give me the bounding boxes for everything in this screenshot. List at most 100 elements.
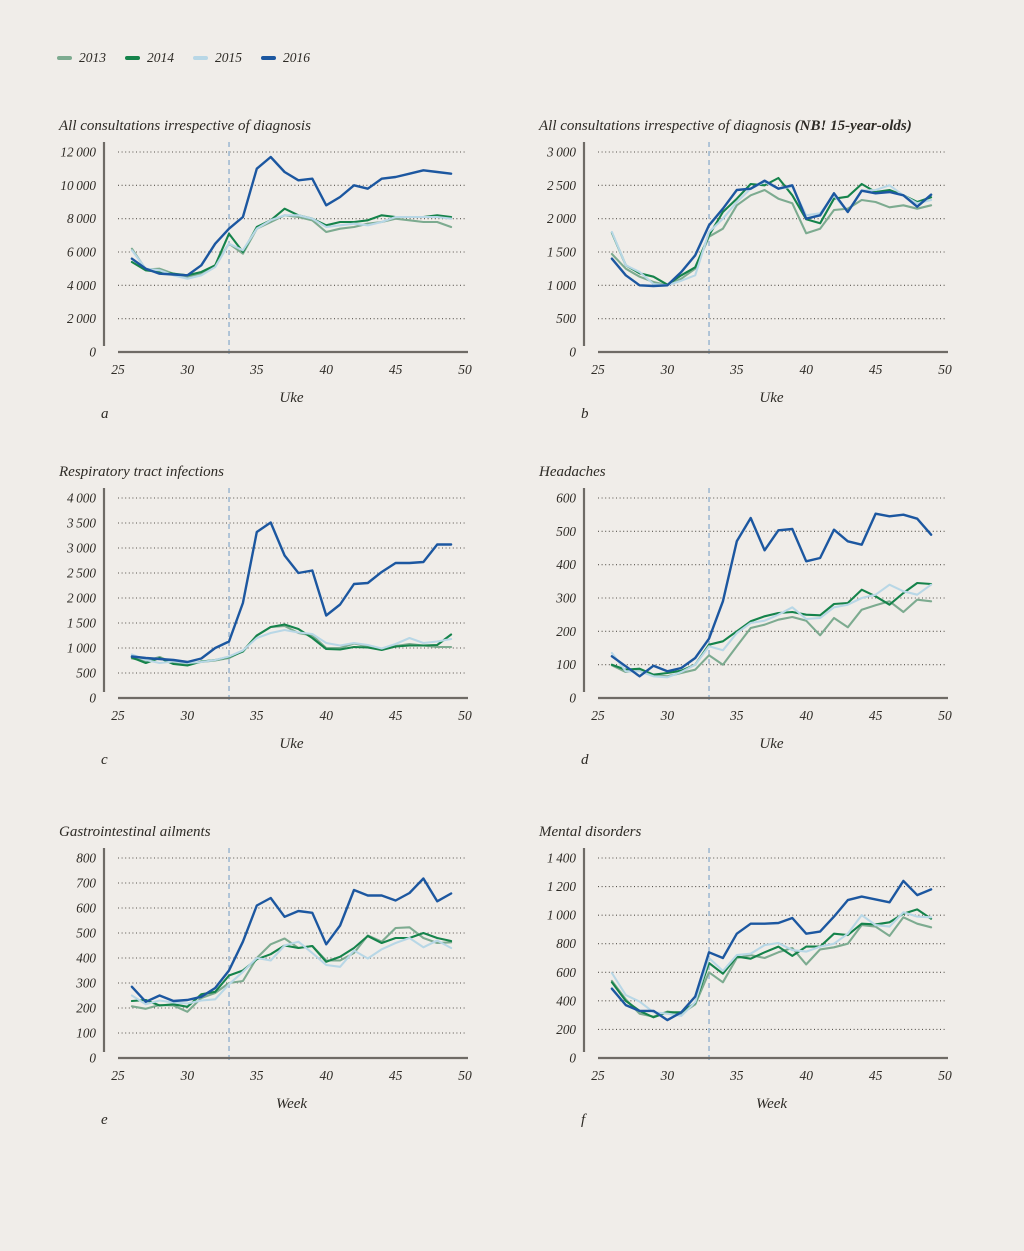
- svg-text:1 200: 1 200: [547, 879, 576, 894]
- chart-row-2: Respiratory tract infections 0 500 1 000 1 …: [57, 462, 1024, 772]
- svg-text:400: 400: [556, 557, 576, 572]
- legend-item: 2013: [57, 50, 106, 66]
- legend-label: 2013: [79, 50, 106, 65]
- chart-panel: All consultations irrespective of diagno…: [57, 116, 497, 426]
- svg-text:1 500: 1 500: [67, 616, 96, 631]
- chart-title-text: All consultations irrespective of diagno…: [59, 118, 311, 134]
- svg-text:800: 800: [556, 936, 576, 951]
- svg-text:35: 35: [249, 362, 264, 377]
- legend-swatch-icon: [125, 56, 140, 60]
- svg-text:40: 40: [319, 708, 333, 723]
- legend-item: 2015: [193, 50, 242, 66]
- svg-text:45: 45: [389, 1068, 403, 1083]
- svg-text:0: 0: [569, 1051, 576, 1066]
- svg-text:35: 35: [729, 708, 744, 723]
- chart-title: Gastrointestinal ailments: [59, 822, 497, 844]
- svg-text:25: 25: [111, 708, 125, 723]
- svg-text:40: 40: [799, 1068, 813, 1083]
- svg-text:30: 30: [180, 362, 195, 377]
- line-chart: 0 100 200 300 400 500 600 700 800 25 30 35 40 45 50 Wee…: [75, 848, 472, 1110]
- svg-text:Week: Week: [756, 1096, 787, 1110]
- chart-title: All consultations irrespective of diagno…: [59, 116, 497, 138]
- svg-text:1 000: 1 000: [547, 278, 576, 293]
- svg-text:600: 600: [556, 965, 576, 980]
- svg-text:600: 600: [556, 491, 576, 506]
- svg-text:35: 35: [729, 362, 744, 377]
- svg-text:30: 30: [180, 708, 195, 723]
- chart-title: Headaches: [539, 462, 977, 484]
- legend-item: 2014: [125, 50, 174, 66]
- svg-text:300: 300: [75, 976, 96, 991]
- svg-text:50: 50: [938, 1068, 952, 1083]
- svg-text:3 000: 3 000: [546, 145, 576, 160]
- svg-text:4 000: 4 000: [67, 278, 96, 293]
- svg-text:2 000: 2 000: [67, 591, 96, 606]
- svg-text:Uke: Uke: [279, 736, 303, 750]
- svg-text:25: 25: [591, 362, 605, 377]
- svg-text:40: 40: [799, 362, 813, 377]
- svg-text:Uke: Uke: [759, 736, 783, 750]
- legend-swatch-icon: [57, 56, 72, 60]
- line-chart: 0 500 1 000 1 500 2 000 2 500 3 000 3 500 4 000 2…: [66, 488, 472, 750]
- panel-letter: a: [101, 406, 109, 422]
- svg-text:500: 500: [76, 926, 96, 941]
- svg-text:2 000: 2 000: [547, 211, 576, 226]
- svg-text:400: 400: [76, 951, 96, 966]
- line-chart: 0 200 400 600 800 1 000 1 200 1 400 25 30 35 40 45 50…: [547, 848, 952, 1110]
- chart-title: All consultations irrespective of diagno…: [539, 116, 977, 138]
- svg-text:30: 30: [660, 708, 675, 723]
- panel-letter: c: [101, 752, 108, 768]
- chart-panel: All consultations irrespective of diagno…: [537, 116, 977, 426]
- svg-text:50: 50: [938, 362, 952, 377]
- svg-text:10 000: 10 000: [60, 178, 96, 193]
- line-chart: 0 100 200 300 400 500 600 25 30 35 40 45 50 Uke: [555, 488, 952, 750]
- svg-text:25: 25: [111, 1068, 125, 1083]
- svg-text:200: 200: [556, 1022, 576, 1037]
- svg-text:2 000: 2 000: [67, 311, 96, 326]
- chart-title-text: Mental disorders: [539, 824, 642, 840]
- svg-text:500: 500: [556, 524, 576, 539]
- line-chart: 0 2 000 4 000 6 000 8 000 10 000 12 000 25 30 35 4…: [60, 142, 472, 404]
- chart-panel: Respiratory tract infections 0 500 1 000 1 …: [57, 462, 497, 772]
- svg-text:30: 30: [180, 1068, 195, 1083]
- svg-text:100: 100: [76, 1026, 96, 1041]
- svg-text:40: 40: [319, 1068, 333, 1083]
- svg-text:1 000: 1 000: [547, 908, 576, 923]
- svg-text:3 000: 3 000: [66, 541, 96, 556]
- svg-text:45: 45: [869, 362, 883, 377]
- svg-text:35: 35: [249, 708, 264, 723]
- svg-text:50: 50: [458, 362, 472, 377]
- chart-panel: Headaches 0 100 200 300 400 500 600 25 30 35 40 45 5…: [537, 462, 977, 772]
- svg-text:50: 50: [458, 708, 472, 723]
- svg-text:25: 25: [591, 708, 605, 723]
- chart-panel: Gastrointestinal ailments 0 100 200 300 400 5…: [57, 822, 497, 1132]
- chart-title-bold: (NB! 15-year-olds): [794, 118, 912, 134]
- svg-text:40: 40: [319, 362, 333, 377]
- chart-title-text: All consultations irrespective of diagno…: [539, 118, 795, 134]
- svg-text:300: 300: [555, 591, 576, 606]
- svg-text:0: 0: [89, 691, 96, 706]
- svg-text:25: 25: [591, 1068, 605, 1083]
- svg-text:700: 700: [76, 876, 96, 891]
- svg-text:35: 35: [729, 1068, 744, 1083]
- svg-text:45: 45: [869, 708, 883, 723]
- panel-letter: d: [581, 752, 589, 768]
- svg-text:2 500: 2 500: [67, 566, 96, 581]
- chart-title: Respiratory tract infections: [59, 462, 497, 484]
- legend-label: 2014: [147, 50, 174, 65]
- svg-text:200: 200: [556, 624, 576, 639]
- line-chart: 0 500 1 000 1 500 2 000 2 500 3 000 25 30 35 40 45 5…: [546, 142, 952, 404]
- svg-text:0: 0: [89, 345, 96, 360]
- svg-text:8 000: 8 000: [67, 211, 96, 226]
- svg-text:0: 0: [569, 691, 576, 706]
- svg-text:1 400: 1 400: [547, 851, 576, 866]
- svg-text:Uke: Uke: [279, 390, 303, 404]
- svg-text:Week: Week: [276, 1096, 307, 1110]
- svg-text:6 000: 6 000: [67, 245, 96, 260]
- svg-text:800: 800: [76, 851, 96, 866]
- svg-text:12 000: 12 000: [60, 145, 96, 160]
- legend-item: 2016: [261, 50, 310, 66]
- svg-text:1 000: 1 000: [67, 641, 96, 656]
- panel-letter: b: [581, 406, 589, 422]
- svg-text:45: 45: [389, 708, 403, 723]
